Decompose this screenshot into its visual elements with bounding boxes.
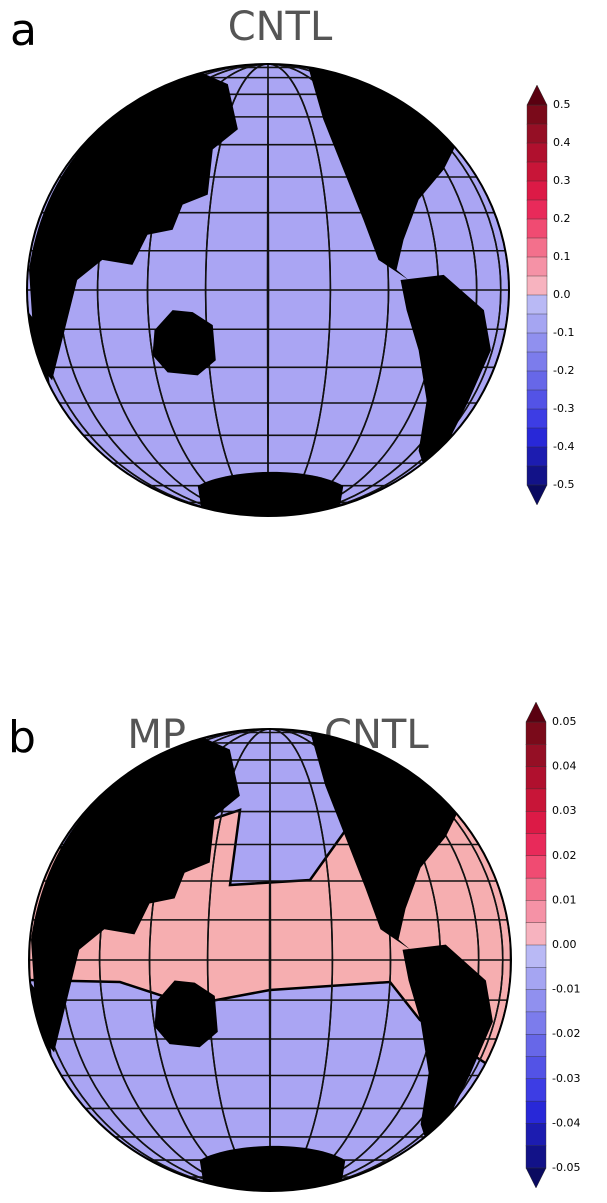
meridian — [204, 64, 332, 516]
globe — [29, 729, 511, 1191]
colorbar-band — [526, 161, 548, 182]
meridian — [206, 729, 334, 1191]
colorbar-band — [526, 332, 548, 353]
colorbar-band — [525, 744, 547, 768]
colorbar-tick-label: -0.03 — [552, 1072, 580, 1085]
colorbar-band — [525, 811, 547, 835]
colorbar-tick-label: -0.05 — [552, 1161, 580, 1174]
colorbar-band — [525, 989, 547, 1013]
colorbar-band — [525, 1056, 547, 1080]
colorbar-band — [525, 788, 547, 812]
colorbar-band — [526, 123, 548, 144]
colorbar-band — [526, 427, 548, 448]
colorbar-band — [526, 370, 548, 391]
colorbar-band — [525, 967, 547, 991]
colorbar-band — [525, 766, 547, 790]
colorbar-band — [525, 855, 547, 879]
colorbar-tick-label: -0.3 — [553, 402, 574, 415]
colorbar-band — [526, 142, 548, 163]
colorbar-band — [525, 944, 547, 968]
colorbar-tick-label: 0.05 — [552, 715, 577, 728]
colorbar-band — [525, 900, 547, 924]
colorbar-band — [526, 408, 548, 429]
colorbar-band — [526, 275, 548, 296]
colorbar-band — [525, 877, 547, 901]
colorbar-band — [525, 922, 547, 946]
colorbar-band — [526, 256, 548, 277]
colorbar-band — [525, 833, 547, 857]
colorbar-band — [526, 294, 548, 315]
colorbar-tick-label: 0.3 — [553, 174, 571, 187]
colorbar-over — [526, 84, 548, 106]
panel-label: b — [8, 712, 36, 763]
meridian — [146, 64, 390, 516]
colorbar-tick-label: -0.04 — [552, 1116, 580, 1129]
colorbar-band — [525, 1100, 547, 1124]
title-main: CNTL — [228, 4, 333, 50]
colorbar-band — [525, 1011, 547, 1035]
colorbar-band — [525, 721, 547, 745]
colorbar-tick-label: 0.03 — [552, 804, 577, 817]
colorbar-band — [526, 351, 548, 372]
colorbar-band — [526, 313, 548, 334]
colorbar-tick-label: -0.5 — [553, 478, 574, 491]
colorbar-band — [526, 237, 548, 258]
globe-outline — [26, 63, 510, 517]
colorbar-band — [526, 465, 548, 486]
colorbar-tick-label: -0.1 — [553, 326, 574, 339]
colorbar-tick-label: 0.04 — [552, 760, 577, 773]
colorbar-band — [525, 1123, 547, 1147]
panel-title: CNTL — [228, 4, 333, 50]
colorbar-tick-label: 0.02 — [552, 849, 577, 862]
colorbar-band — [526, 218, 548, 239]
colorbar-band — [525, 1145, 547, 1169]
colorbar-tick-label: 0.2 — [553, 212, 571, 225]
colorbar-band — [525, 1033, 547, 1057]
colorbar-tick-label: 0.0 — [553, 288, 571, 301]
colorbar-tick-label: -0.2 — [553, 364, 574, 377]
globe-outline — [28, 728, 512, 1192]
meridian — [148, 729, 392, 1191]
meridian — [268, 729, 272, 1191]
meridian — [266, 64, 270, 516]
globe — [27, 64, 509, 516]
colorbar-tick-label: 0.1 — [553, 250, 571, 263]
colorbar-over — [525, 701, 547, 723]
colorbar-tick-label: 0.4 — [553, 136, 571, 149]
colorbar-tick-label: 0.01 — [552, 893, 577, 906]
colorbar-band — [526, 446, 548, 467]
colorbar-band — [526, 180, 548, 201]
colorbar-tick-label: 0.00 — [552, 938, 577, 951]
colorbar-under — [526, 484, 548, 506]
colorbar-tick-label: -0.4 — [553, 440, 574, 453]
colorbar-tick-label: 0.5 — [553, 98, 571, 111]
colorbar-tick-label: -0.02 — [552, 1027, 580, 1040]
colorbar-band — [526, 199, 548, 220]
colorbar-under — [525, 1167, 547, 1189]
colorbar-tick-label: -0.01 — [552, 983, 580, 996]
colorbar-band — [525, 1078, 547, 1102]
colorbar-band — [526, 389, 548, 410]
panel-label: a — [10, 5, 37, 56]
colorbar-band — [526, 104, 548, 125]
